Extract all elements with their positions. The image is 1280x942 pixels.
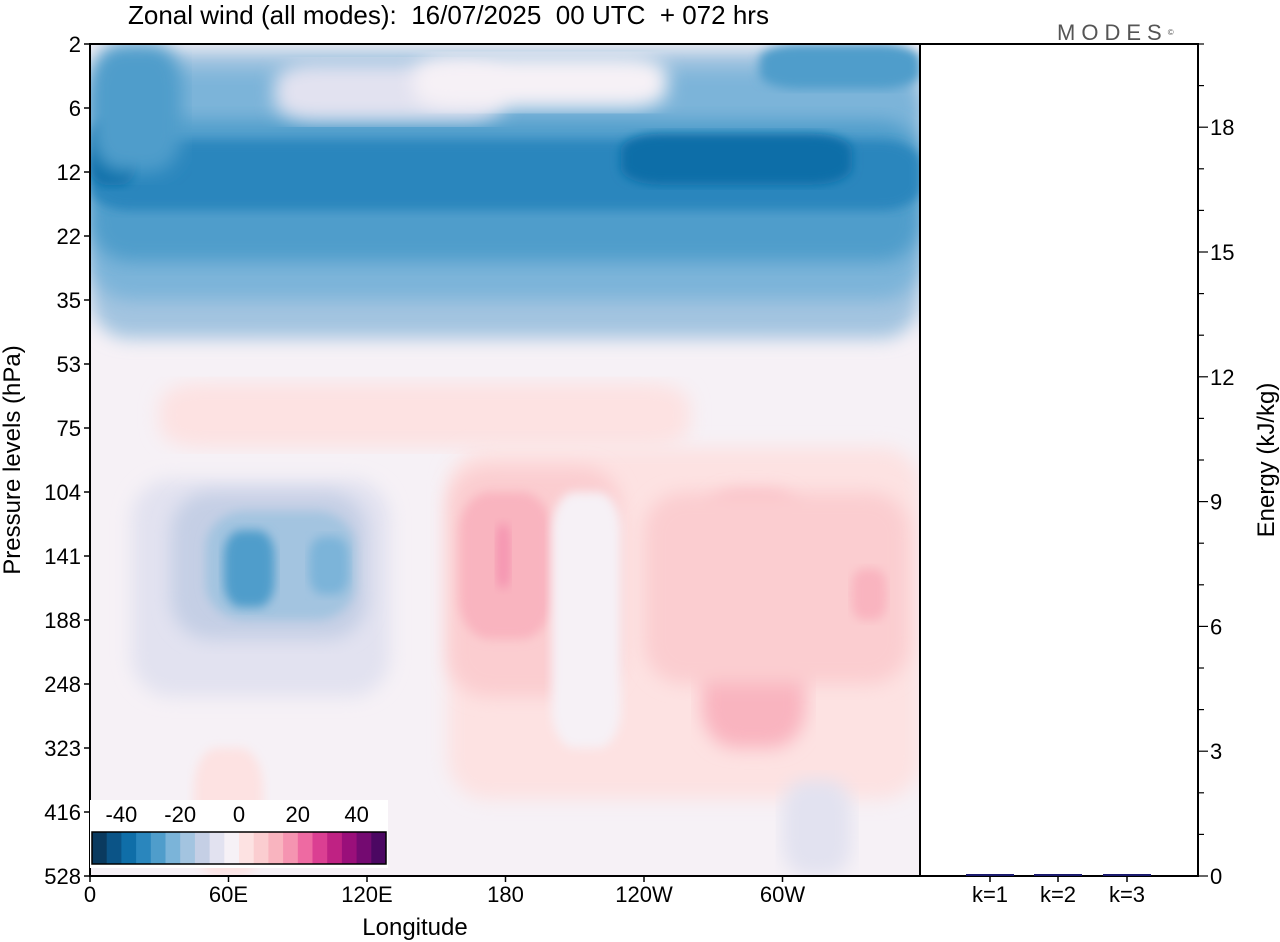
brand-mark: ©: [1167, 28, 1174, 37]
energy-bar: [1034, 874, 1082, 876]
x-tick-label: 60E: [209, 882, 248, 907]
wind-region: [413, 56, 668, 108]
bar-y-tick-label: 9: [1210, 490, 1222, 515]
colorbar-tick-label: 40: [344, 802, 368, 827]
brand-name: MODES: [1057, 20, 1168, 45]
energy-bar-chart: 0 3 6 9 12 15 18 Energy (kJ/kg) k=1 k=2 k=3: [919, 43, 1280, 907]
y-tick-label: 248: [44, 672, 81, 697]
y-tick-label: 22: [57, 224, 81, 249]
x-tick-label: 0: [84, 882, 96, 907]
bar-category-label: k=1: [972, 882, 1008, 907]
bar-y-tick-label: 15: [1210, 240, 1234, 265]
wind-region: [159, 383, 691, 448]
x-tick-label: 120W: [615, 882, 673, 907]
chart-title: Zonal wind (all modes): 16/07/2025 00 UT…: [128, 0, 769, 30]
y-tick-label: 6: [69, 96, 81, 121]
bar-y-tick-label: 0: [1210, 864, 1222, 889]
colorbar-swatch: [209, 832, 225, 864]
energy-bar: [966, 874, 1014, 876]
colorbar-swatch: [239, 832, 255, 864]
y-tick-label: 75: [57, 416, 81, 441]
zonal-wind-heatmap: [90, 44, 920, 876]
colorbar-swatch: [136, 832, 152, 864]
x-axis-label: Longitude: [362, 914, 467, 941]
wind-region: [90, 44, 183, 172]
colorbar-swatch: [297, 832, 313, 864]
colorbar-swatch: [371, 832, 387, 864]
wind-region: [496, 524, 511, 588]
bar-y-axis-label: Energy (kJ/kg): [1253, 383, 1280, 538]
colorbar-swatch: [356, 832, 372, 864]
colorbar-swatch: [121, 832, 137, 864]
bar-category-label: k=3: [1109, 882, 1145, 907]
y-tick-label: 416: [44, 800, 81, 825]
colorbar-swatch: [268, 832, 284, 864]
x-tick-label: 120E: [341, 882, 392, 907]
colorbar-swatch: [341, 832, 358, 864]
brand-logo: MODES©: [1057, 20, 1174, 46]
colorbar-swatch: [224, 832, 240, 864]
y-tick-label: 528: [44, 864, 81, 889]
colorbar-swatch: [92, 832, 108, 864]
bar-y-tick-label: 18: [1210, 115, 1234, 140]
colorbar-swatch: [253, 832, 269, 864]
wind-region: [309, 536, 349, 595]
wind-region: [851, 568, 887, 620]
x-tick-label: 60W: [760, 882, 805, 907]
energy-bar: [1103, 874, 1151, 876]
wind-region: [782, 780, 852, 876]
bar-y-tick-label: 3: [1210, 739, 1222, 764]
y-axis-label: Pressure levels (hPa): [0, 345, 26, 574]
colorbar-tick-label: -40: [106, 802, 138, 827]
colorbar-swatch: [106, 832, 122, 864]
colorbar-tick-label: -20: [164, 802, 196, 827]
wind-region: [644, 492, 910, 684]
colorbar-swatch: [327, 832, 343, 864]
colorbar-frame: [91, 831, 387, 865]
x-tick-label: 180: [487, 882, 524, 907]
colorbar-swatch: [312, 832, 328, 864]
y-tick-label: 12: [57, 160, 81, 185]
colorbar-swatch: [194, 832, 211, 864]
bar-y-tick-label: 12: [1210, 365, 1234, 390]
colorbar-tick-label: 20: [286, 802, 310, 827]
wind-region: [551, 492, 621, 748]
colorbar-swatch: [180, 832, 196, 864]
colorbar-swatch: [283, 832, 299, 864]
y-tick-label: 323: [44, 736, 81, 761]
bar-category-label: k=2: [1040, 882, 1076, 907]
wind-region: [620, 133, 852, 185]
colorbar: -40 -20 0 20 40: [90, 800, 388, 868]
bar-y-tick-label: 6: [1210, 614, 1222, 639]
y-tick-label: 141: [44, 544, 81, 569]
y-tick-label: 2: [69, 32, 81, 57]
y-tick-label: 188: [44, 608, 81, 633]
colorbar-swatch: [150, 832, 166, 864]
y-tick-label: 53: [57, 352, 81, 377]
wind-region: [223, 530, 275, 608]
colorbar-tick-label: 0: [233, 802, 245, 827]
y-tick-label: 104: [44, 480, 81, 505]
wind-region: [759, 44, 920, 89]
bar-plot-frame: [919, 43, 1199, 877]
y-tick-label: 35: [57, 288, 81, 313]
colorbar-swatch: [165, 832, 181, 864]
